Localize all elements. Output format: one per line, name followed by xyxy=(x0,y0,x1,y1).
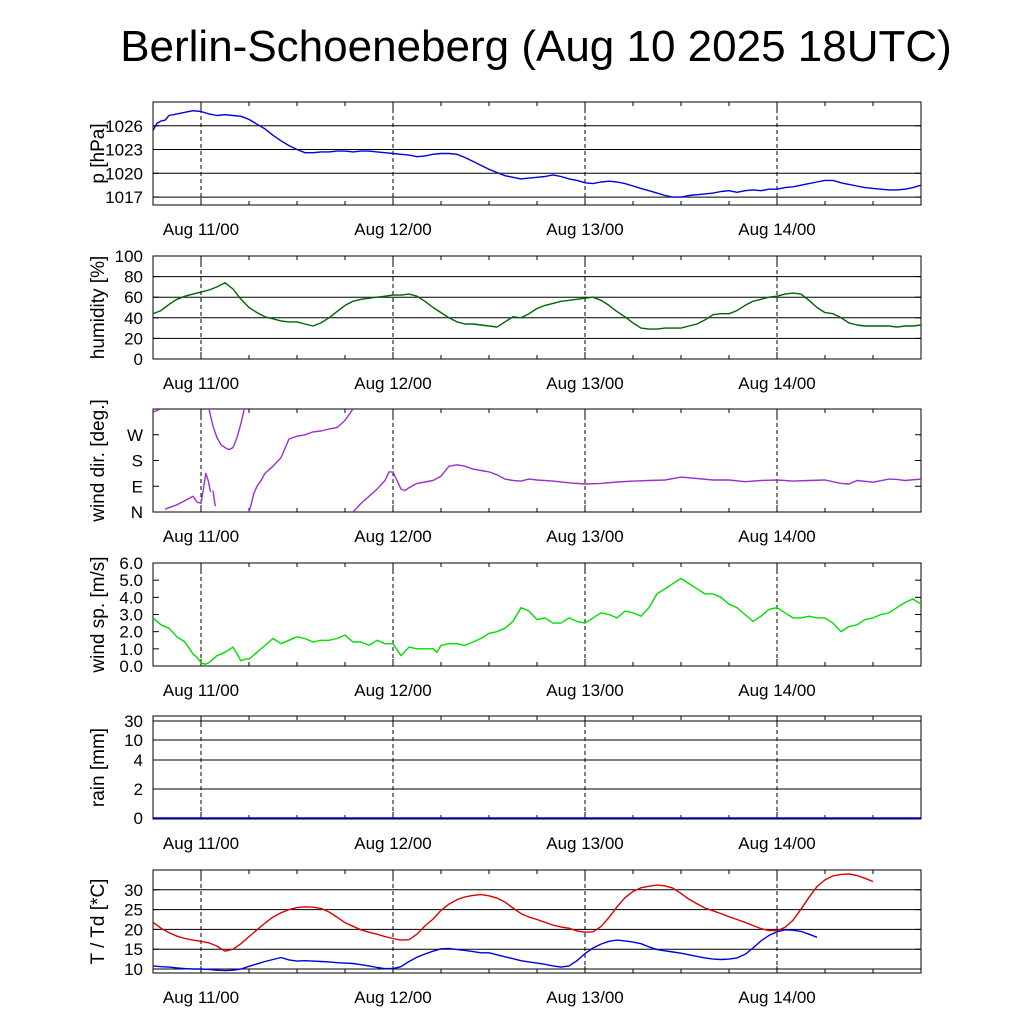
y-tick-label: 80 xyxy=(124,268,143,287)
y-tick-label: 2.0 xyxy=(119,623,143,642)
x-tick-label: Aug 11/00 xyxy=(163,527,239,546)
x-tick-label: Aug 12/00 xyxy=(354,681,432,700)
series-line-0 xyxy=(153,577,921,665)
series-line-1 xyxy=(153,929,818,972)
x-tick-label: Aug 14/00 xyxy=(738,374,816,393)
y-tick-label: S xyxy=(132,452,143,471)
x-tick-label: Aug 12/00 xyxy=(354,988,432,1007)
y-tick-label: 4 xyxy=(134,751,143,770)
series-line-2 xyxy=(212,490,217,507)
x-tick-label: Aug 13/00 xyxy=(546,681,624,700)
x-tick-label: Aug 11/00 xyxy=(163,988,239,1007)
x-tick-label: Aug 12/00 xyxy=(354,374,432,393)
x-tick-label: Aug 14/00 xyxy=(738,681,816,700)
series-line-3 xyxy=(208,409,245,451)
x-tick-label: Aug 13/00 xyxy=(546,527,624,546)
y-axis-label: T / Td [*C] xyxy=(88,879,109,965)
y-axis-label: wind dir. [deg.] xyxy=(88,399,109,523)
y-axis-label: p [hPa] xyxy=(88,123,109,183)
series-line-0 xyxy=(153,873,874,952)
series-line-5 xyxy=(352,464,921,512)
panel-frame xyxy=(152,562,922,667)
y-tick-label: 0.0 xyxy=(119,657,143,676)
x-tick-label: Aug 13/00 xyxy=(546,220,624,239)
y-tick-label: 5.0 xyxy=(119,571,143,590)
y-tick-label: 1026 xyxy=(105,117,143,136)
panel-frame xyxy=(152,255,922,360)
y-tick-label: 1023 xyxy=(105,141,143,160)
x-tick-label: Aug 14/00 xyxy=(738,220,816,239)
x-tick-label: Aug 11/00 xyxy=(163,220,239,239)
x-tick-label: Aug 13/00 xyxy=(546,374,624,393)
y-tick-label: 2 xyxy=(134,780,143,799)
x-tick-label: Aug 14/00 xyxy=(738,834,816,853)
x-tick-label: Aug 12/00 xyxy=(354,834,432,853)
y-tick-label: 4.0 xyxy=(119,588,143,607)
y-tick-label: 10 xyxy=(124,731,143,750)
y-tick-label: E xyxy=(132,477,143,496)
panel-frame xyxy=(152,101,922,206)
x-tick-label: Aug 14/00 xyxy=(738,527,816,546)
series-line-0 xyxy=(153,282,921,330)
series-line-1 xyxy=(164,472,212,510)
x-tick-label: Aug 13/00 xyxy=(546,834,624,853)
x-tick-label: Aug 12/00 xyxy=(354,220,432,239)
series-line-4 xyxy=(248,409,354,512)
panel-3: 0.01.02.03.04.05.06.0 wind sp. [m/s] Aug 1… xyxy=(88,554,922,700)
y-tick-label: 20 xyxy=(124,920,143,939)
y-tick-label: 100 xyxy=(115,247,143,266)
y-axis-label: rain [mm] xyxy=(88,728,109,807)
y-tick-label: W xyxy=(127,426,143,445)
y-tick-label: 20 xyxy=(124,329,143,348)
y-axis-label: wind sp. [m/s] xyxy=(88,556,109,673)
panel-frame xyxy=(152,715,922,820)
x-tick-label: Aug 14/00 xyxy=(738,988,816,1007)
x-tick-label: Aug 11/00 xyxy=(163,681,239,700)
x-tick-label: Aug 11/00 xyxy=(163,374,239,393)
y-tick-label: 15 xyxy=(124,940,143,959)
series-line-0 xyxy=(153,110,921,198)
y-axis-label: humidity [%] xyxy=(88,256,109,359)
y-tick-label: 60 xyxy=(124,288,143,307)
y-tick-label: 30 xyxy=(124,881,143,900)
x-tick-label: Aug 12/00 xyxy=(354,527,432,546)
y-tick-label: 0 xyxy=(134,350,143,369)
panel-frame xyxy=(152,408,922,513)
y-tick-label: 30 xyxy=(124,712,143,731)
y-tick-label: 1.0 xyxy=(119,640,143,659)
y-tick-label: 0 xyxy=(134,809,143,828)
series-line-0 xyxy=(153,409,162,414)
y-tick-label: 40 xyxy=(124,309,143,328)
chart-title: Berlin-Schoeneberg (Aug 10 2025 18UTC) xyxy=(120,22,952,71)
y-tick-label: N xyxy=(131,503,143,522)
y-tick-label: 1020 xyxy=(105,164,143,183)
y-tick-label: 25 xyxy=(124,901,143,920)
y-tick-label: 3.0 xyxy=(119,606,143,625)
y-tick-label: 10 xyxy=(124,960,143,979)
x-tick-label: Aug 11/00 xyxy=(163,834,239,853)
y-tick-label: 6.0 xyxy=(119,554,143,573)
panel-frame xyxy=(152,869,922,974)
x-tick-label: Aug 13/00 xyxy=(546,988,624,1007)
y-tick-label: 1017 xyxy=(105,188,143,207)
